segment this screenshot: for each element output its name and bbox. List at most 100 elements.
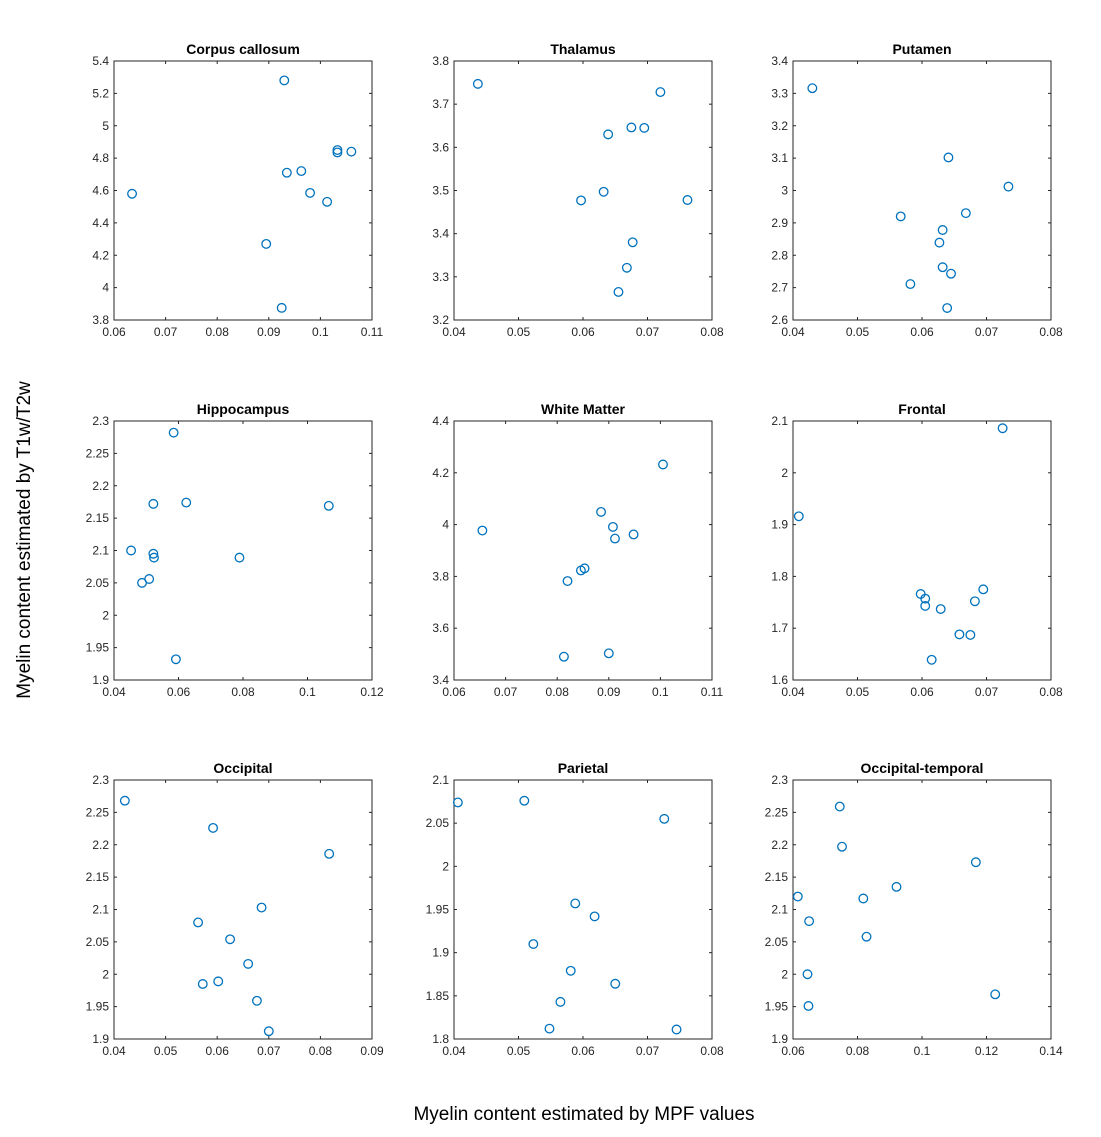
y-tick-label: 2 bbox=[102, 967, 109, 981]
data-point bbox=[934, 237, 945, 248]
x-tick-label: 0.09 bbox=[360, 1044, 384, 1058]
x-tick-label: 0.06 bbox=[910, 685, 934, 699]
data-point bbox=[626, 122, 637, 133]
y-tick-label: 4.2 bbox=[92, 248, 109, 262]
data-point bbox=[276, 302, 287, 313]
y-tick-label: 1.9 bbox=[771, 1032, 788, 1046]
x-tick-label: 0.08 bbox=[546, 685, 570, 699]
x-tick-label: 0.1 bbox=[652, 685, 669, 699]
data-point bbox=[579, 563, 590, 574]
y-tick-label: 5 bbox=[102, 119, 109, 133]
y-tick-label: 2.9 bbox=[771, 216, 788, 230]
x-tick-label: 0.07 bbox=[154, 325, 178, 339]
y-tick-label: 1.7 bbox=[771, 621, 788, 635]
y-tick-label: 3.6 bbox=[432, 140, 449, 154]
x-tick-label: 0.08 bbox=[700, 1044, 724, 1058]
panel-title: Occipital-temporal bbox=[861, 760, 984, 776]
data-point bbox=[943, 152, 954, 163]
y-tick-label: 1.85 bbox=[426, 989, 450, 1003]
x-tick-label: 0.12 bbox=[360, 685, 384, 699]
y-tick-label: 2.8 bbox=[771, 248, 788, 262]
scatter-panel: Hippocampus 0.04 0.06 0.08 0.1 0.12 1.9 1.95 2 2.… bbox=[86, 401, 384, 699]
y-tick-label: 1.9 bbox=[92, 673, 109, 687]
data-point bbox=[119, 795, 130, 806]
x-tick-label: 0.06 bbox=[167, 685, 191, 699]
data-point bbox=[942, 303, 953, 313]
data-point bbox=[861, 931, 872, 942]
data-point bbox=[519, 795, 530, 806]
panel-title: Thalamus bbox=[550, 41, 616, 57]
panel-title: Frontal bbox=[898, 401, 945, 417]
y-tick-label: 2.1 bbox=[432, 773, 449, 787]
data-point bbox=[528, 939, 539, 949]
y-tick-label: 2.1 bbox=[771, 903, 788, 917]
x-tick-label: 0.05 bbox=[846, 325, 870, 339]
x-tick-label: 0.06 bbox=[571, 325, 595, 339]
y-tick-label: 4 bbox=[442, 518, 449, 532]
x-tick-label: 0.04 bbox=[102, 685, 126, 699]
data-point bbox=[279, 75, 290, 86]
data-point bbox=[472, 78, 483, 89]
x-tick-label: 0.08 bbox=[846, 1044, 870, 1058]
y-tick-label: 2.05 bbox=[426, 816, 450, 830]
y-tick-label: 2.3 bbox=[92, 414, 109, 428]
data-point bbox=[946, 268, 956, 279]
axes-frame bbox=[792, 60, 1052, 321]
y-tick-label: 2.15 bbox=[86, 870, 110, 884]
y-tick-label: 2.15 bbox=[86, 511, 110, 525]
axes-frame bbox=[113, 60, 373, 321]
y-tick-label: 3.2 bbox=[771, 119, 788, 133]
y-tick-label: 2.7 bbox=[771, 281, 788, 295]
y-tick-label: 4.2 bbox=[432, 466, 449, 480]
scatter-panel: Frontal 0.04 0.05 0.06 0.07 0.08 1.6 1.7 1.8 1.9 2… bbox=[771, 401, 1063, 699]
data-point bbox=[544, 1023, 555, 1034]
y-tick-label: 1.9 bbox=[771, 518, 788, 532]
scatter-panel: Occipital-temporal 0.06 0.08 0.1 0.12 0.14 1.9… bbox=[765, 760, 1063, 1058]
x-tick-label: 0.07 bbox=[975, 685, 999, 699]
data-point bbox=[965, 629, 976, 640]
y-tick-label: 1.8 bbox=[771, 569, 788, 583]
data-point bbox=[970, 857, 981, 868]
y-tick-label: 2.2 bbox=[92, 838, 109, 852]
scatter-panel: Occipital 0.04 0.05 0.06 0.07 0.08 0.09 1.9 1.95… bbox=[86, 760, 384, 1058]
data-point bbox=[1003, 181, 1014, 192]
data-point bbox=[610, 978, 621, 989]
y-tick-label: 3.8 bbox=[92, 313, 109, 327]
data-point bbox=[213, 976, 224, 987]
data-point bbox=[628, 529, 639, 540]
x-tick-label: 0.06 bbox=[206, 1044, 230, 1058]
data-point bbox=[621, 262, 632, 273]
data-point bbox=[452, 797, 463, 808]
figure-x-axis-label: Myelin content estimated by MPF values bbox=[413, 1104, 754, 1125]
y-tick-label: 1.8 bbox=[432, 1032, 449, 1046]
data-point bbox=[565, 965, 576, 976]
x-tick-label: 0.08 bbox=[700, 325, 724, 339]
data-point bbox=[558, 651, 569, 662]
y-tick-label: 1.6 bbox=[771, 673, 788, 687]
axes-frame bbox=[792, 779, 1052, 1040]
data-point bbox=[323, 500, 334, 511]
data-point bbox=[149, 552, 159, 563]
y-tick-label: 5.2 bbox=[92, 86, 109, 100]
y-tick-label: 4.4 bbox=[92, 216, 109, 230]
scatter-panel: White Matter 0.06 0.07 0.08 0.09 0.1 0.11 3.4 3.… bbox=[432, 401, 723, 699]
x-tick-label: 0.08 bbox=[1039, 325, 1063, 339]
data-point bbox=[208, 822, 219, 833]
data-point bbox=[596, 506, 607, 517]
y-tick-label: 3.6 bbox=[432, 621, 449, 635]
data-point bbox=[332, 145, 343, 155]
y-tick-label: 2.05 bbox=[86, 576, 110, 590]
y-tick-label: 2 bbox=[102, 608, 109, 622]
axes-frame bbox=[453, 779, 713, 1040]
data-point bbox=[576, 195, 587, 206]
axes-frame bbox=[113, 779, 373, 1040]
y-tick-label: 2.25 bbox=[86, 446, 110, 460]
data-point bbox=[804, 916, 815, 927]
data-point bbox=[671, 1024, 682, 1035]
x-tick-label: 0.1 bbox=[299, 685, 316, 699]
panel-title: White Matter bbox=[541, 401, 626, 417]
data-point bbox=[193, 917, 204, 928]
y-tick-label: 2.1 bbox=[771, 414, 788, 428]
data-point bbox=[937, 225, 948, 235]
panel-title: Corpus callosum bbox=[186, 41, 300, 57]
